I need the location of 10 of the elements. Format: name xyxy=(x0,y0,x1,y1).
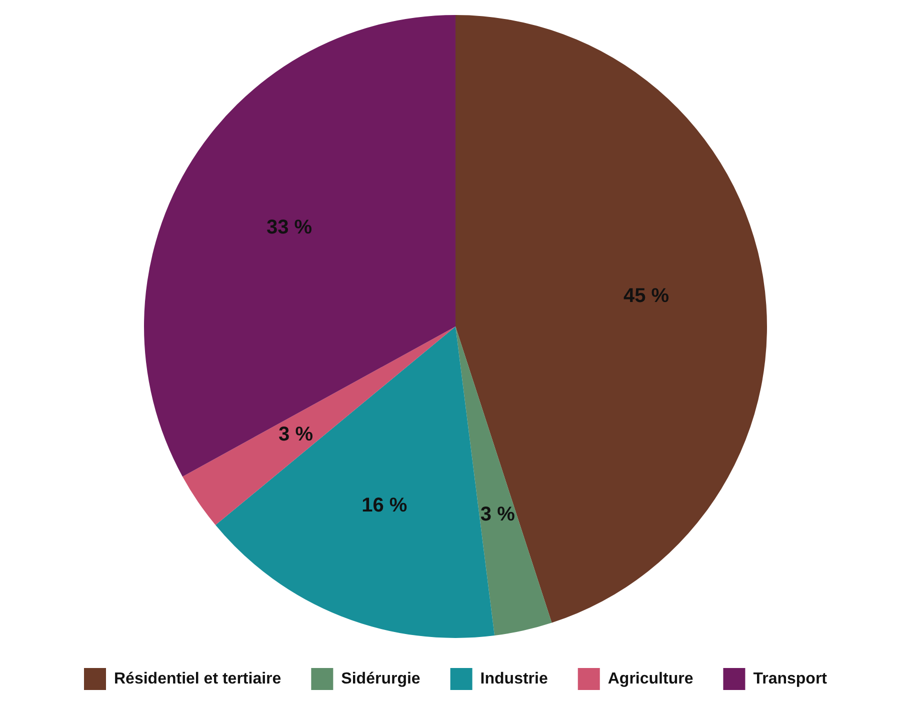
data-label: 16 % xyxy=(362,494,408,517)
data-label: 33 % xyxy=(266,216,312,239)
legend-label: Transport xyxy=(753,670,828,688)
data-label: 3 % xyxy=(278,424,314,446)
legend-label: Agriculture xyxy=(608,670,694,688)
legend-label: Sidérurgie xyxy=(341,670,420,688)
data-label: 45 % xyxy=(623,284,670,307)
legend-label: Industrie xyxy=(480,670,548,688)
legend-label: Résidentiel et tertiaire xyxy=(114,670,282,688)
data-label: 3 % xyxy=(480,503,516,526)
